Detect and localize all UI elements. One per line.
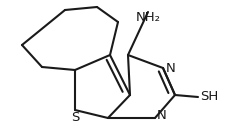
Text: SH: SH <box>201 90 219 104</box>
Text: NH₂: NH₂ <box>136 11 161 24</box>
Text: N: N <box>166 61 175 75</box>
Text: S: S <box>71 111 79 124</box>
Text: N: N <box>156 109 166 122</box>
